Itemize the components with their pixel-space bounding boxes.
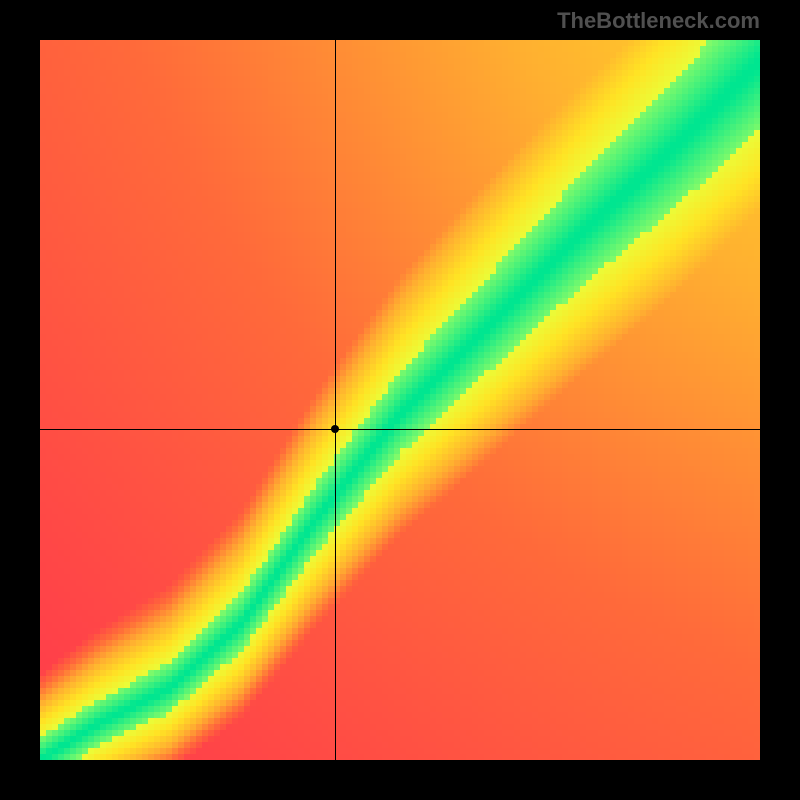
heatmap-canvas: [40, 40, 760, 760]
heatmap-plot: [40, 40, 760, 760]
watermark-text: TheBottleneck.com: [557, 8, 760, 34]
crosshair-marker-dot: [331, 425, 339, 433]
crosshair-vertical: [335, 40, 336, 760]
crosshair-horizontal: [40, 429, 760, 430]
